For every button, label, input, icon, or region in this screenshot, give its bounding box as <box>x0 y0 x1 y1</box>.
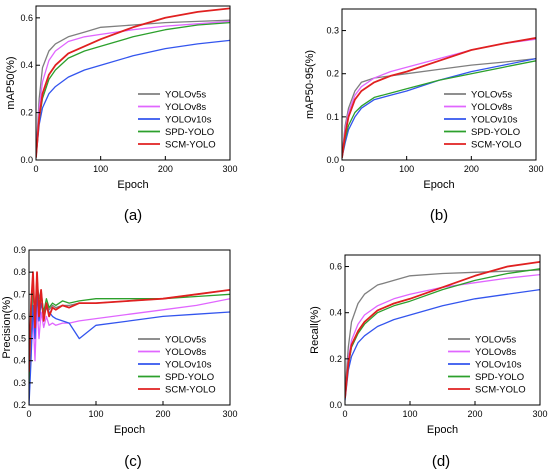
y-tick-label: 0.1 <box>326 112 339 122</box>
x-tick-label: 200 <box>158 164 173 174</box>
series-lines <box>29 271 230 405</box>
plot-frame <box>35 5 231 161</box>
y-tick-label: 0.0 <box>329 400 342 410</box>
series-line-yolov8s <box>29 298 230 394</box>
y-tick-label: 0.4 <box>20 60 33 70</box>
y-tick-label: 0.3 <box>326 26 339 36</box>
series-line-yolov10s <box>345 288 540 401</box>
y-tick-label: 0.6 <box>13 311 26 321</box>
x-tick-label: 100 <box>399 164 414 174</box>
panel-caption: (c) <box>124 453 142 470</box>
chart-panel-2: 0 100 200 300 0.0 0.1 0.2 0.3 Epoch mAP50-95(%) YO… <box>304 8 544 224</box>
x-tick-label: 200 <box>467 409 482 419</box>
series-line-scm-yolo <box>36 7 230 158</box>
y-tick-label: 0.9 <box>13 245 26 255</box>
series-line-yolov10s <box>36 39 230 158</box>
series-lines <box>342 37 536 158</box>
legend-entry: SPD-YOLO <box>475 372 524 383</box>
series-line-scm-yolo <box>342 37 536 158</box>
chart-panel-3: 0 100 200 300 0.2 0.3 0.4 0.5 0.6 0.7 0.8 0.9 Epoch P… <box>1 245 238 470</box>
x-axis-label: Epoch <box>117 179 148 191</box>
x-tick-label: 200 <box>155 409 170 419</box>
y-axis-label: mAP50-95(%) <box>304 50 316 119</box>
y-axis-label: mAP50(%) <box>5 56 17 109</box>
series-lines <box>345 261 540 401</box>
y-tick-label: 0.4 <box>13 356 26 366</box>
y-tick-label: 0.2 <box>13 400 26 410</box>
x-tick-label: 300 <box>528 164 543 174</box>
series-lines <box>36 7 230 158</box>
series-line-scm-yolo <box>345 261 540 399</box>
series-line-yolov5s <box>36 19 230 156</box>
legend-entry: YOLOv10s <box>165 360 212 371</box>
y-tick-label: 0.5 <box>13 334 26 344</box>
series-line-spd-yolo <box>342 60 536 158</box>
series-line-yolov10s <box>342 57 536 158</box>
x-tick-label: 0 <box>342 409 347 419</box>
x-tick-label: 100 <box>88 409 103 419</box>
x-tick-label: 100 <box>402 409 417 419</box>
y-tick-label: 0.4 <box>329 308 342 318</box>
chart-panel-1: 0 100 200 300 0.0 0.2 0.4 0.6 Epoch mAP50(%) YOLOv… <box>5 5 238 224</box>
plot-frame <box>341 8 537 161</box>
panel-caption: (d) <box>432 453 450 470</box>
legend-entry: SCM-YOLO <box>165 140 216 151</box>
y-tick-label: 0.2 <box>20 108 33 118</box>
y-tick-label: 0.0 <box>326 155 339 165</box>
y-tick-label: 0.2 <box>329 354 342 364</box>
series-line-scm-yolo <box>29 271 230 372</box>
chart-panel-4: 0 100 200 300 0.0 0.2 0.4 0.6 Epoch Recall(%) YOLO… <box>309 254 548 470</box>
legend-entry: YOLOv5s <box>475 335 516 346</box>
x-axis-label: Epoch <box>114 424 145 436</box>
legend-entry: YOLOv10s <box>475 360 522 371</box>
x-tick-label: 0 <box>339 164 344 174</box>
x-axis-label: Epoch <box>427 424 458 436</box>
legend-entry: YOLOv8s <box>165 347 206 358</box>
y-tick-label: 0.3 <box>13 378 26 388</box>
series-line-yolov5s <box>342 57 536 156</box>
legend-entry: SPD-YOLO <box>165 372 214 383</box>
legend-entry: YOLOv10s <box>165 115 212 126</box>
plot-frame <box>344 254 541 406</box>
x-tick-label: 300 <box>222 409 237 419</box>
legend-entry: YOLOv5s <box>165 90 206 101</box>
y-tick-label: 0.7 <box>13 289 26 299</box>
x-tick-label: 300 <box>222 164 237 174</box>
x-axis-label: Epoch <box>423 179 454 191</box>
panel-caption: (b) <box>430 207 448 224</box>
plot-frame <box>28 249 231 406</box>
y-axis-label: Recall(%) <box>309 306 321 354</box>
x-tick-label: 200 <box>464 164 479 174</box>
legend-entry: YOLOv8s <box>471 102 512 113</box>
y-tick-label: 0.0 <box>20 155 33 165</box>
legend-entry: YOLOv8s <box>475 347 516 358</box>
legend-entry: SCM-YOLO <box>475 385 526 396</box>
legend-entry: SPD-YOLO <box>471 127 520 138</box>
y-tick-label: 0.8 <box>13 267 26 277</box>
series-line-yolov8s <box>345 273 540 399</box>
y-tick-label: 0.2 <box>326 69 339 79</box>
legend-entry: SCM-YOLO <box>471 140 522 151</box>
legend-entry: YOLOv5s <box>471 90 512 101</box>
y-tick-label: 0.6 <box>329 262 342 272</box>
x-tick-label: 0 <box>33 164 38 174</box>
panel-caption: (a) <box>124 207 142 224</box>
legend-entry: YOLOv10s <box>471 115 518 126</box>
legend-entry: SCM-YOLO <box>165 385 216 396</box>
series-line-yolov5s <box>345 269 540 394</box>
y-axis-label: Precision(%) <box>1 296 13 358</box>
x-tick-label: 300 <box>532 409 547 419</box>
legend-entry: SPD-YOLO <box>165 127 214 138</box>
x-tick-label: 100 <box>93 164 108 174</box>
x-tick-label: 0 <box>26 409 31 419</box>
y-tick-label: 0.6 <box>20 13 33 23</box>
legend-entry: YOLOv8s <box>165 102 206 113</box>
series-line-yolov8s <box>36 20 230 156</box>
legend-entry: YOLOv5s <box>165 335 206 346</box>
